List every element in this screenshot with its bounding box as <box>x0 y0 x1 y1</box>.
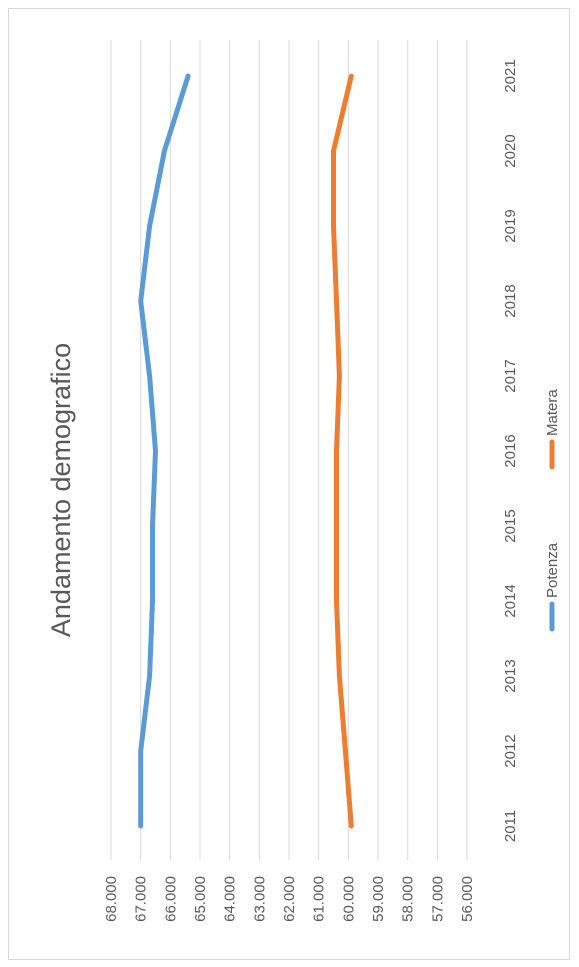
value-tick-label: 65.000 <box>192 876 209 922</box>
legend: Potenza Matera <box>544 389 561 632</box>
category-tick-label: 2021 <box>502 59 519 92</box>
gridlines <box>110 40 468 860</box>
series-line-potenza <box>138 73 191 829</box>
category-tick-label: 2014 <box>502 584 519 617</box>
category-tick-label: 2018 <box>502 284 519 317</box>
category-axis-labels: 2011 2012 2013 2014 2015 2016 2017 2018 2019 2020… <box>502 59 519 842</box>
category-tick-label: 2011 <box>502 810 519 842</box>
category-tick-label: 2015 <box>502 509 519 542</box>
value-tick-label: 63.000 <box>251 876 268 922</box>
value-tick-label: 60.000 <box>340 876 357 922</box>
value-tick-label: 59.000 <box>370 876 387 922</box>
value-tick-label: 58.000 <box>400 876 417 922</box>
value-tick-label: 62.000 <box>281 876 298 922</box>
value-tick-label: 66.000 <box>162 876 179 922</box>
category-tick-label: 2012 <box>502 734 519 767</box>
category-tick-label: 2013 <box>502 659 519 692</box>
category-tick-label: 2019 <box>502 209 519 242</box>
value-tick-label: 67.000 <box>133 876 150 922</box>
series-lines <box>138 73 354 829</box>
value-tick-label: 64.000 <box>222 876 239 922</box>
series-line-matera <box>331 73 354 829</box>
legend-label-potenza: Potenza <box>544 542 561 598</box>
value-tick-label: 56.000 <box>459 876 476 922</box>
category-tick-label: 2016 <box>502 434 519 467</box>
category-tick-label: 2020 <box>502 134 519 167</box>
chart-title: Andamento demografico <box>46 343 76 637</box>
value-tick-label: 61.000 <box>311 876 328 922</box>
value-tick-label: 68.000 <box>103 876 120 922</box>
value-tick-label: 57.000 <box>429 876 446 922</box>
value-axis-labels: 68.000 67.000 66.000 65.000 64.000 63.000 62.0… <box>103 876 476 922</box>
legend-label-matera: Matera <box>544 389 561 436</box>
category-tick-label: 2017 <box>502 359 519 392</box>
